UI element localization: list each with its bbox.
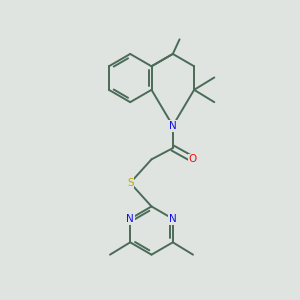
Text: O: O bbox=[189, 154, 197, 164]
Text: N: N bbox=[126, 214, 134, 224]
Text: S: S bbox=[127, 178, 134, 188]
Text: N: N bbox=[169, 214, 177, 224]
Text: N: N bbox=[169, 121, 177, 131]
